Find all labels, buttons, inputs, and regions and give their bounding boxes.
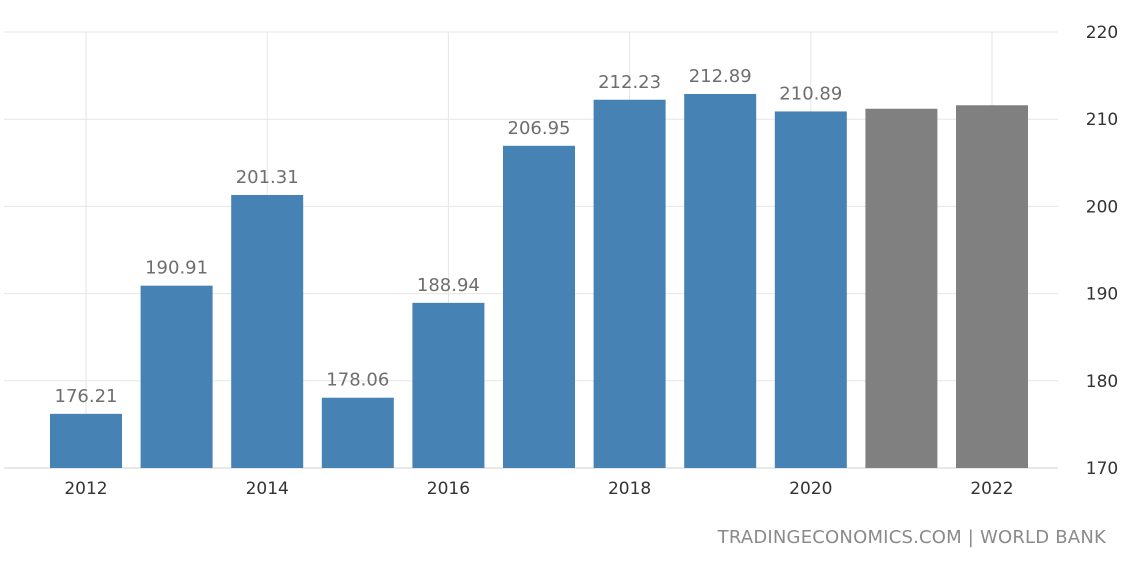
bar-2017 — [503, 145, 575, 468]
data-label-2019: 212.89 — [689, 66, 752, 87]
x-tick-label: 2022 — [970, 479, 1013, 499]
x-tick-label: 2020 — [789, 479, 832, 499]
y-tick-label: 210 — [1086, 110, 1118, 130]
y-tick-label: 190 — [1086, 285, 1118, 305]
bar-2019 — [684, 93, 757, 468]
data-label-2012: 176.21 — [55, 386, 118, 407]
bar-2016 — [412, 302, 485, 468]
source-credit: TRADINGECONOMICS.COM | WORLD BANK — [717, 527, 1106, 548]
data-label-2013: 190.91 — [145, 258, 208, 279]
y-tick-label: 180 — [1086, 372, 1118, 392]
data-labels: 176.21 190.91 201.31 178.06 188.94 206.95 212.… — [55, 66, 843, 407]
bar-2014 — [231, 194, 304, 468]
x-axis-ticks: 2012 2014 2016 2018 2020 2022 — [64, 479, 1013, 499]
bars — [50, 93, 1028, 469]
data-label-2015: 178.06 — [326, 370, 389, 391]
x-tick-label: 2012 — [64, 479, 107, 499]
data-label-2017: 206.95 — [508, 118, 571, 139]
data-label-2016: 188.94 — [417, 275, 480, 296]
data-label-2014: 201.31 — [236, 167, 299, 188]
bar-2018 — [593, 99, 666, 469]
bar-2013 — [140, 285, 213, 468]
x-tick-label: 2018 — [608, 479, 651, 499]
bar-2022 — [956, 105, 1028, 469]
data-label-2018: 212.23 — [598, 72, 661, 93]
y-tick-label: 200 — [1086, 197, 1118, 217]
bar-2021 — [865, 108, 938, 469]
x-tick-label: 2014 — [246, 479, 289, 499]
data-label-2020: 210.89 — [779, 83, 842, 104]
bar-2015 — [321, 397, 394, 468]
y-tick-label: 170 — [1086, 459, 1118, 479]
y-tick-label: 220 — [1086, 23, 1118, 43]
x-tick-label: 2016 — [427, 479, 470, 499]
bar-2012 — [50, 413, 122, 468]
bar-2020 — [774, 111, 847, 468]
y-axis-ticks: 170 180 190 200 210 220 — [1086, 23, 1118, 479]
